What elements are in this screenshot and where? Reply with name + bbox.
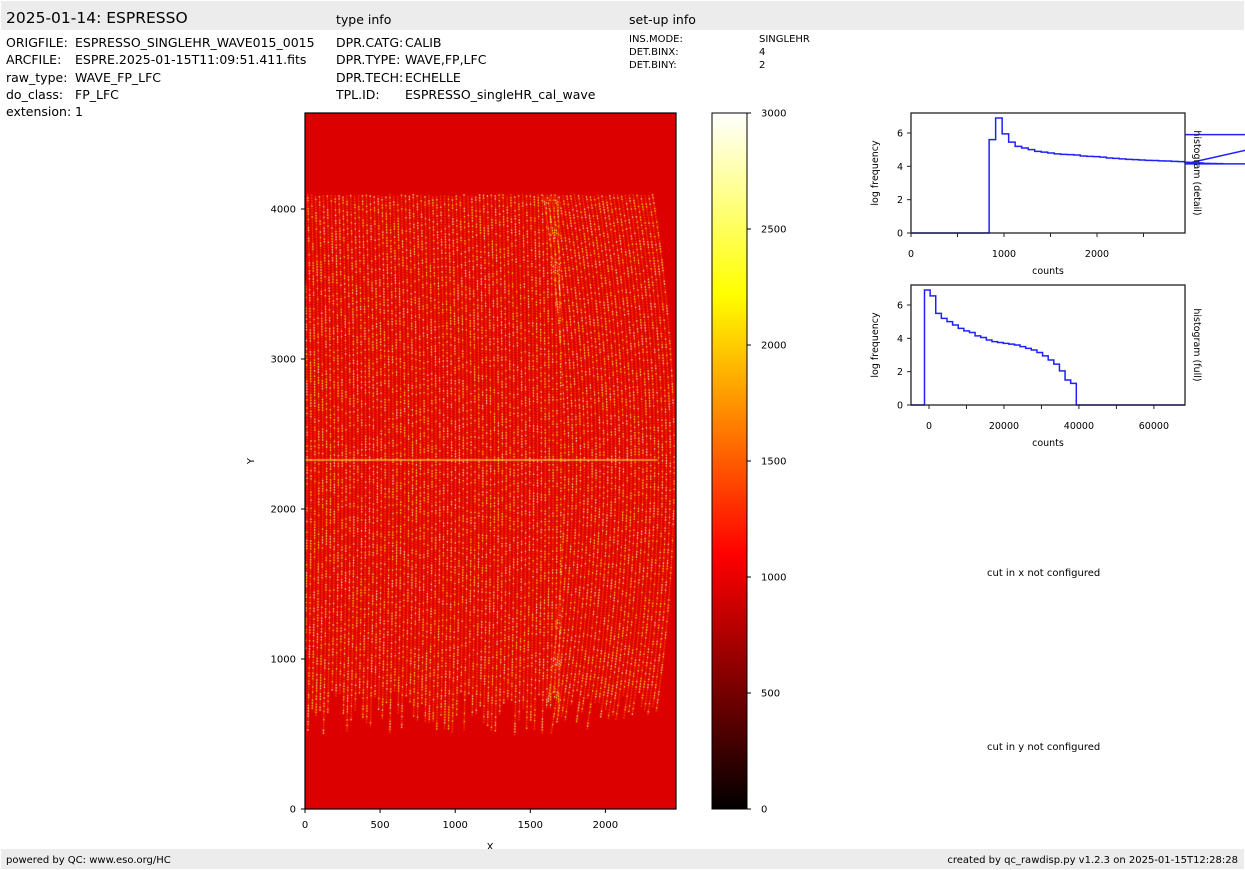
histogram-line: [911, 289, 1185, 406]
histogram-frame: [910, 112, 1186, 234]
y-tick-label: 6: [897, 129, 903, 140]
cut-x-message: cut in x not configured: [987, 568, 1101, 579]
info-key: ORIGFILE:: [6, 35, 68, 50]
colorbar-tick-label: 500: [761, 689, 780, 700]
y-axis-label: Y: [246, 457, 257, 465]
x-tick-label: 2000: [593, 820, 618, 831]
colorbar-tick-label: 1000: [761, 573, 786, 584]
colorbar: [712, 113, 747, 809]
x-tick-label: 1000: [442, 820, 467, 831]
y-tick-label: 2: [897, 195, 903, 206]
info-value: SINGLEHR: [759, 34, 810, 45]
y-tick-label: 4: [897, 162, 903, 173]
x-axis-label: X: [487, 842, 494, 853]
colorbar-tick-label: 2000: [761, 341, 786, 352]
info-value: CALIB: [405, 35, 442, 50]
info-key: DPR.TYPE:: [336, 52, 401, 68]
image-frame: [304, 112, 677, 810]
y-axis-label: log frequency: [870, 140, 881, 206]
raw-image: [305, 113, 676, 809]
y-tick-label: 0: [897, 401, 903, 412]
x-tick-label: 1500: [518, 820, 543, 831]
x-tick-label: 40000: [1064, 421, 1094, 432]
x-tick-label: 0: [926, 421, 932, 432]
info-key: TPL.ID:: [336, 86, 380, 102]
x-tick-label: 500: [371, 820, 390, 831]
x-axis-label: counts: [1032, 266, 1064, 277]
histogram-line: [911, 117, 1245, 234]
y-tick-label: 2000: [271, 505, 296, 516]
y-tick-label: 1000: [271, 655, 296, 666]
info-value: ECHELLE: [405, 69, 461, 85]
info-key: do_class:: [6, 86, 64, 102]
cut-y-message: cut in y not configured: [987, 742, 1101, 753]
x-tick-label: 0: [908, 249, 914, 260]
info-value: FP_LFC: [75, 86, 119, 102]
footer-bar: [1, 849, 1244, 869]
y-tick-label: 2: [897, 367, 903, 378]
info-key: INS.MODE:: [629, 34, 683, 45]
side-label: histogram (full): [1191, 308, 1202, 381]
colorbar-tick-label: 3000: [761, 109, 786, 120]
y-tick-label: 0: [290, 805, 296, 816]
y-tick-label: 4: [897, 334, 903, 345]
info-key: DPR.CATG:: [336, 35, 404, 50]
histogram-frame: [910, 284, 1186, 406]
footer-powered-by: powered by QC: www.eso.org/HC: [6, 855, 171, 866]
x-tick-label: 1000: [992, 249, 1016, 260]
x-tick-label: 0: [302, 820, 308, 831]
y-axis-label: log frequency: [870, 312, 881, 378]
x-axis-label: counts: [1032, 438, 1064, 449]
info-value: ESPRE.2025-01-15T11:09:51.411.fits: [75, 52, 307, 68]
y-tick-label: 3000: [271, 355, 296, 366]
setup-info-heading: set-up info: [629, 12, 696, 27]
colorbar-tick-label: 2500: [761, 225, 786, 236]
info-key: DET.BINY:: [629, 60, 677, 71]
x-tick-label: 20000: [989, 421, 1019, 432]
x-tick-label: 60000: [1139, 421, 1169, 432]
y-tick-label: 6: [897, 301, 903, 312]
colorbar-tick-label: 0: [761, 805, 767, 816]
info-key: DPR.TECH:: [336, 69, 404, 85]
side-label: histogram (detail): [1191, 130, 1202, 215]
info-value: ESPRESSO_SINGLEHR_WAVE015_0015: [75, 35, 315, 50]
info-value: 2: [759, 60, 766, 71]
info-key: ARCFILE:: [6, 52, 62, 68]
y-tick-label: 0: [897, 229, 903, 240]
y-tick-label: 4000: [271, 205, 296, 216]
info-key: DET.BINX:: [629, 47, 679, 58]
colorbar-frame: [711, 112, 748, 810]
info-key: extension:: [6, 104, 72, 120]
info-key: raw_type:: [6, 69, 68, 85]
info-value: WAVE_FP_LFC: [75, 69, 161, 85]
info-value: 4: [759, 47, 766, 58]
type-info-heading: type info: [336, 12, 392, 27]
info-value: 1: [75, 104, 83, 120]
info-value: ESPRESSO_singleHR_cal_wave: [405, 86, 596, 102]
footer-created-by: created by qc_rawdisp.py v1.2.3 on 2025-…: [947, 855, 1238, 866]
info-value: WAVE,FP,LFC: [405, 52, 487, 68]
page-title: 2025-01-14: ESPRESSO: [6, 9, 188, 27]
header-bar: [1, 1, 1244, 30]
x-tick-label: 2000: [1085, 249, 1109, 260]
colorbar-tick-label: 1500: [761, 457, 786, 468]
